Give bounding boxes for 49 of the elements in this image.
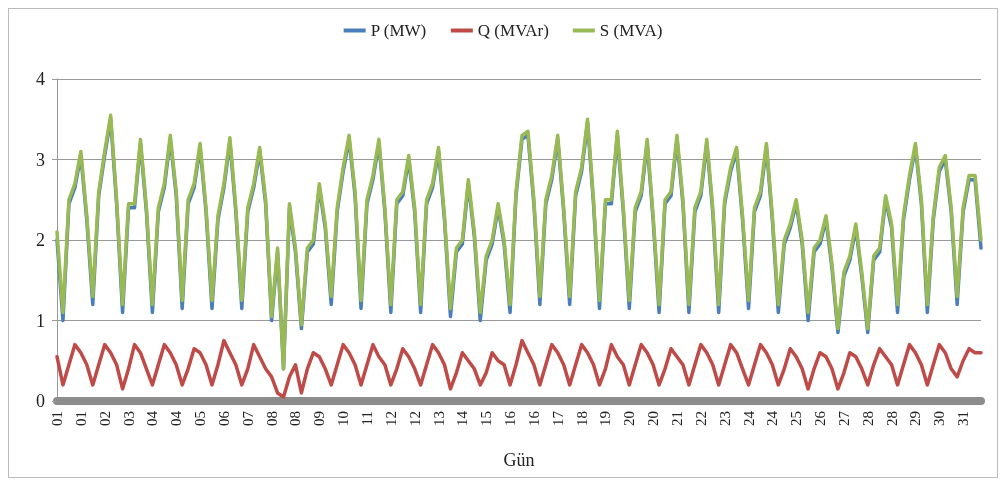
legend-label: Q (MVAr): [477, 21, 549, 40]
x-tick-label: 30: [931, 411, 948, 426]
x-tick-label: 04: [168, 410, 185, 426]
legend-label: P (MW): [370, 21, 427, 40]
x-tick-label: 27: [835, 410, 852, 426]
x-tick-label: 03: [120, 411, 137, 426]
x-tick-label: 23: [716, 411, 733, 426]
x-tick-label: 09: [311, 411, 328, 426]
x-tick-label: 01: [49, 411, 65, 426]
x-tick-label: 15: [478, 411, 495, 426]
x-axis-title: Gün: [503, 450, 535, 470]
x-tick-label: 06: [215, 410, 232, 426]
x-tick-label: 12: [382, 411, 399, 426]
x-tick-label: 11: [358, 411, 375, 426]
x-tick-label: 13: [430, 411, 447, 426]
y-tick-label: 0: [36, 391, 45, 411]
y-tick-label: 3: [36, 149, 45, 170]
x-tick-label: 07: [239, 410, 256, 426]
x-tick-label: 12: [406, 411, 423, 426]
x-tick-label: 25: [788, 411, 805, 426]
y-tick-label: 1: [36, 310, 45, 331]
x-tick-label: 14: [454, 410, 471, 426]
line-series: [55, 338, 983, 399]
x-tick-label: 16: [502, 410, 519, 426]
x-tick-label: 10: [335, 411, 352, 426]
legend-label: S (MVA): [599, 21, 663, 40]
x-tick-label: 29: [907, 411, 924, 426]
x-tick-label: 22: [692, 411, 709, 426]
x-tick-label: 02: [96, 411, 113, 426]
x-tick-label: 08: [287, 411, 304, 426]
x-tick-label: 20: [645, 411, 662, 426]
y-tick-label: 2: [36, 230, 45, 250]
x-tick-label: 24: [740, 410, 757, 426]
y-tick-label: 4: [36, 69, 45, 89]
x-tick-label: 08: [263, 411, 280, 426]
x-tick-label: 05: [192, 411, 209, 426]
x-tick-label: 24: [764, 410, 781, 426]
x-tick-label: 28: [859, 411, 876, 426]
x-tick-label: 17: [549, 410, 566, 426]
x-tick-label: 20: [621, 411, 638, 426]
x-tick-label: 01: [72, 411, 89, 426]
x-tick-label: 26: [812, 410, 829, 426]
x-tick-label: 28: [883, 411, 900, 426]
x-tick-label: 19: [597, 411, 614, 426]
x-tick-label: 04: [144, 410, 161, 426]
x-tick-label: 18: [573, 411, 590, 426]
x-tick-label: 31: [955, 411, 972, 426]
x-tick-label: 21: [668, 411, 685, 426]
x-tick-label: 16: [525, 410, 542, 426]
